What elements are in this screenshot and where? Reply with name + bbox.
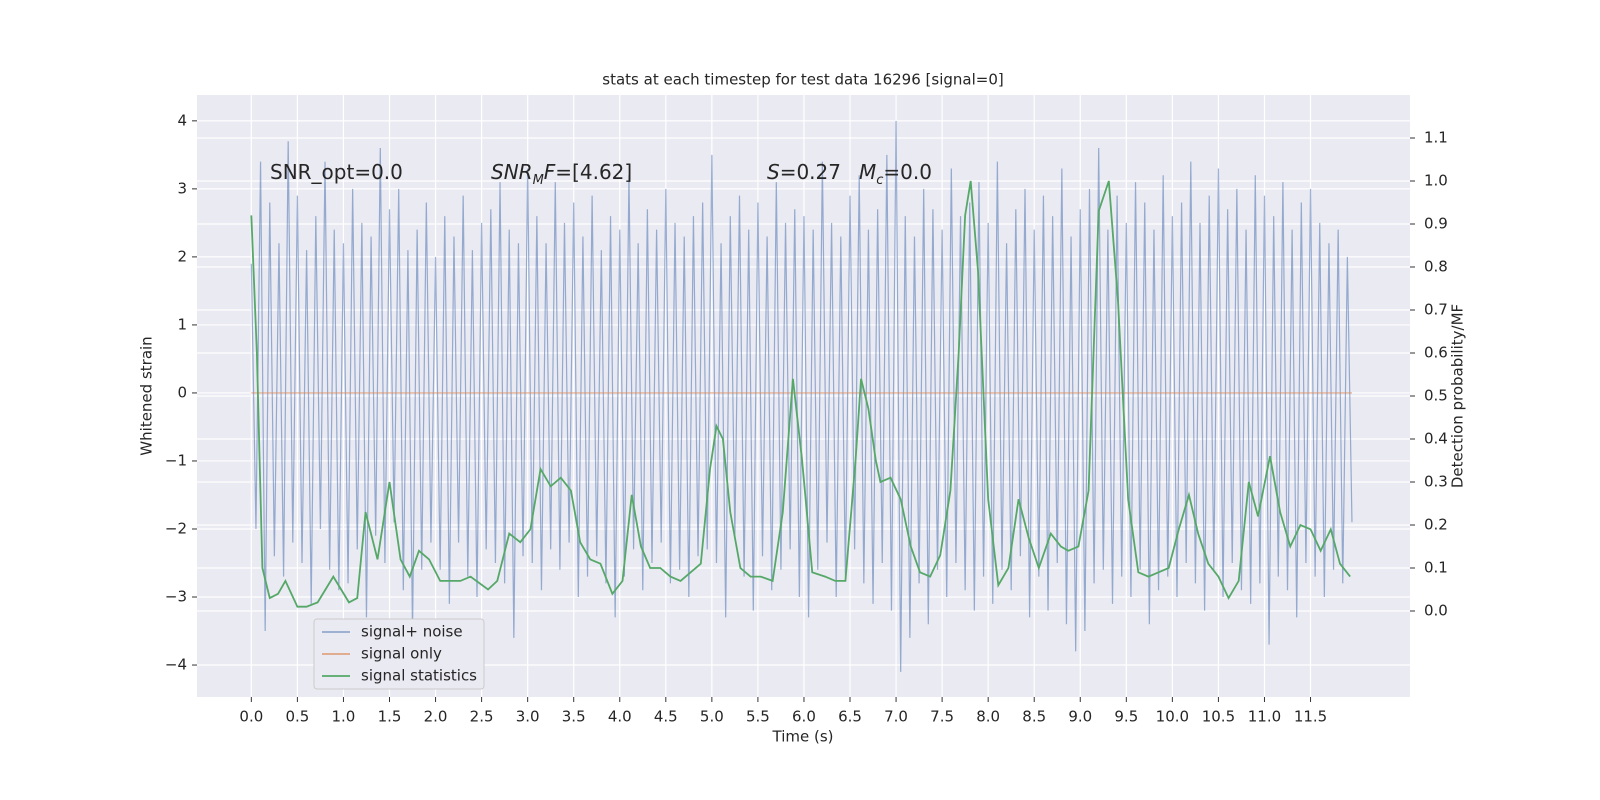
x-tick-label: 0.0 — [239, 708, 263, 726]
x-tick-label: 11.5 — [1294, 708, 1327, 726]
y2-tick-label: 1.0 — [1424, 172, 1448, 190]
legend-label: signal only — [361, 645, 442, 663]
x-tick-label: 5.5 — [746, 708, 770, 726]
annotation-part: =0.0 — [883, 160, 932, 184]
annotation: Mc=0.0 — [859, 160, 932, 189]
x-tick-label: 11.0 — [1248, 708, 1281, 726]
legend-box — [313, 618, 485, 690]
x-tick-label: 10.0 — [1156, 708, 1189, 726]
legend-label: signal statistics — [361, 667, 477, 685]
y-tick-label: −3 — [165, 588, 187, 606]
y-tick-label: 0 — [177, 383, 187, 401]
y2-tick-label: 0.0 — [1424, 602, 1448, 620]
y-axis-label: Whitened strain — [138, 336, 156, 455]
x-tick-label: 9.5 — [1114, 708, 1138, 726]
annotation-part: =[4.62] — [555, 160, 632, 184]
x-tick-label: 4.0 — [608, 708, 632, 726]
x-tick-label: 4.5 — [654, 708, 678, 726]
x-tick-label: 9.0 — [1068, 708, 1092, 726]
y2-axis-label: Detection probability/MF — [1449, 304, 1467, 488]
x-tick-label: 5.0 — [700, 708, 724, 726]
y-tick-label: 1 — [177, 315, 187, 333]
annotation-part: SNR_opt=0.0 — [270, 160, 403, 184]
y2-tick-label: 0.1 — [1424, 559, 1448, 577]
x-tick-label: 1.5 — [378, 708, 402, 726]
y-tick-label: 2 — [177, 247, 187, 265]
y2-tick-label: 0.2 — [1424, 516, 1448, 534]
x-tick-label: 3.5 — [562, 708, 586, 726]
x-tick-label: 7.5 — [930, 708, 954, 726]
y2-tick-label: 0.8 — [1424, 258, 1448, 276]
legend-label: signal+ noise — [361, 623, 463, 641]
y2-tick-label: 1.1 — [1424, 129, 1448, 147]
y2-tick-label: 0.7 — [1424, 301, 1448, 319]
x-tick-label: 6.0 — [792, 708, 816, 726]
chart-title: stats at each timestep for test data 162… — [602, 71, 1003, 89]
y-tick-label: −2 — [165, 519, 187, 537]
y-tick-label: −1 — [165, 451, 187, 469]
y2-tick-label: 0.4 — [1424, 430, 1448, 448]
annotation-part: S — [767, 160, 780, 184]
x-tick-label: 8.0 — [976, 708, 1000, 726]
annotation: SNRMF=[4.62] — [491, 160, 632, 189]
x-tick-label: 2.5 — [470, 708, 494, 726]
y-tick-label: 3 — [177, 179, 187, 197]
x-tick-label: 0.5 — [285, 708, 309, 726]
annotation-part: c — [876, 173, 883, 188]
y2-tick-label: 0.5 — [1424, 387, 1448, 405]
y2-tick-label: 0.6 — [1424, 344, 1448, 362]
x-tick-label: 2.0 — [424, 708, 448, 726]
y2-tick-label: 0.9 — [1424, 215, 1448, 233]
x-tick-label: 7.0 — [884, 708, 908, 726]
annotation-part: SNR — [491, 160, 533, 184]
y2-tick-label: 0.3 — [1424, 473, 1448, 491]
x-tick-label: 3.0 — [516, 708, 540, 726]
y-tick-label: 4 — [177, 111, 187, 129]
x-tick-label: 1.0 — [332, 708, 356, 726]
annotation-part: F — [544, 160, 556, 184]
annotation: S=0.27 — [767, 160, 841, 184]
x-tick-label: 10.5 — [1202, 708, 1235, 726]
y-tick-label: −4 — [165, 656, 187, 674]
annotation-part: M — [533, 173, 544, 188]
x-axis-label: Time (s) — [772, 728, 834, 746]
series-line — [250, 180, 1351, 608]
annotation-part: M — [859, 160, 876, 184]
series-line — [250, 120, 1353, 672]
x-tick-label: 8.5 — [1022, 708, 1046, 726]
annotation: SNR_opt=0.0 — [270, 160, 403, 184]
annotation-part: =0.27 — [780, 160, 841, 184]
x-tick-label: 6.5 — [838, 708, 862, 726]
